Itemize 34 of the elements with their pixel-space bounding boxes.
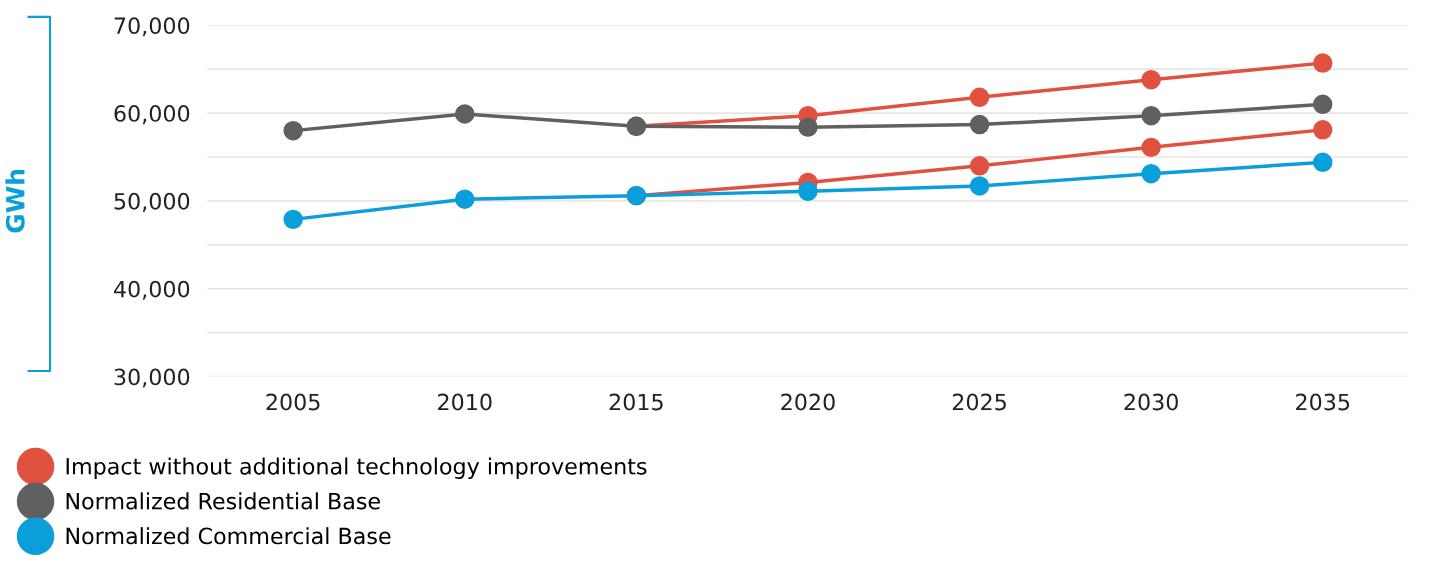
- point: [1141, 106, 1161, 126]
- point: [969, 156, 990, 176]
- point: [969, 87, 990, 108]
- point: [1313, 94, 1333, 115]
- x-tick-label: 2025: [952, 393, 1006, 411]
- x-tick-label: 2030: [1124, 393, 1178, 411]
- point: [969, 176, 990, 196]
- x-tick-label: 2010: [438, 393, 492, 411]
- point: [455, 189, 475, 209]
- y-axis-title: GWh: [5, 169, 25, 233]
- legend-label: Impact without additional technology improvements: [66, 457, 647, 479]
- point: [1141, 137, 1161, 158]
- y-tick-label: 60,000: [114, 105, 190, 125]
- point: [1141, 70, 1161, 90]
- x-tick-label: 2015: [609, 393, 663, 411]
- point: [1313, 53, 1333, 73]
- legend-label: Normalized Residential Base: [66, 492, 380, 510]
- x-tick-label: 2035: [1296, 393, 1350, 411]
- point: [1313, 152, 1333, 173]
- point: [1313, 120, 1333, 140]
- point: [455, 104, 475, 124]
- legend-label: Normalized Commercial Base: [66, 527, 391, 545]
- point: [798, 181, 818, 201]
- point: [969, 114, 990, 135]
- y-tick-label: 30,000: [114, 368, 190, 388]
- point: [1141, 163, 1161, 184]
- point: [283, 120, 303, 141]
- y-tick-label: 40,000: [114, 280, 190, 300]
- x-tick-label: 2005: [266, 393, 320, 411]
- point: [798, 117, 818, 137]
- point: [283, 209, 303, 230]
- y-tick-label: 50,000: [114, 192, 190, 212]
- y-tick-label: 70,000: [114, 17, 190, 37]
- x-tick-label: 2020: [781, 393, 835, 411]
